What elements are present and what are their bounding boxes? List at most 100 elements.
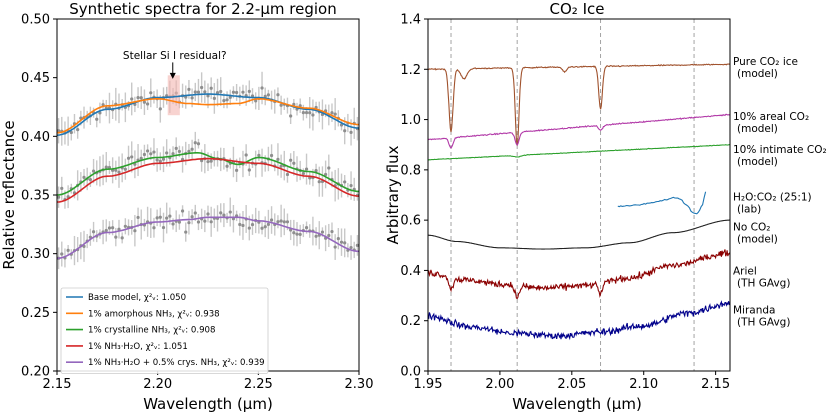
data-point [69, 130, 73, 135]
left-x-tick-label: 2.15 [43, 377, 72, 392]
data-point [56, 195, 61, 199]
left-y-axis-label: Relative reflectance [0, 120, 18, 269]
left-x-tick-label: 2.20 [143, 377, 172, 392]
data-point [158, 159, 162, 163]
series-label-4-line-1: (model) [737, 234, 778, 246]
data-point [123, 167, 127, 171]
data-point [247, 168, 251, 172]
data-point [219, 211, 223, 215]
data-point [292, 102, 296, 106]
right-y-axis-label: Arbitrary flux [384, 145, 402, 244]
data-point [292, 231, 296, 235]
data-point [339, 240, 344, 244]
right-chart-panel: CO₂ Ice 1.95 2.00 2.05 2.10 2.15 0.0 0.2 0.4 0.6… [384, 0, 827, 413]
data-point [165, 151, 169, 155]
data-point [219, 89, 223, 94]
data-point [301, 171, 305, 176]
data-point [190, 147, 194, 151]
data-point [130, 155, 134, 159]
data-point [266, 93, 270, 97]
data-point [231, 90, 236, 94]
data-point [171, 152, 175, 156]
data-point [260, 226, 264, 230]
series-label-1-line-0: 10% areal CO₂ [733, 111, 809, 123]
data-point [158, 107, 162, 111]
right-y-tick-label: 0.6 [400, 214, 421, 229]
spectrum-line-6 [427, 300, 731, 341]
data-point [279, 219, 283, 223]
data-point [308, 111, 312, 115]
data-point [98, 111, 102, 115]
data-point [276, 93, 280, 97]
data-point [165, 216, 169, 220]
data-point [177, 220, 181, 224]
right-y-tick-label: 1.0 [400, 113, 421, 128]
series-label-2-line-1: (model) [737, 156, 778, 168]
data-point [244, 153, 248, 157]
right-x-tick-label: 2.15 [701, 377, 730, 392]
data-point [142, 152, 147, 157]
data-point [180, 209, 185, 213]
data-point [279, 103, 283, 107]
spectrum-line-3 [617, 191, 707, 215]
data-point [292, 161, 296, 165]
right-y-tick-label: 0.8 [400, 163, 421, 178]
data-point [289, 158, 293, 162]
left-y-tick-label: 0.35 [21, 189, 50, 204]
legend-label-2: 1% crystalline NH₃, χ²ᵥ: 0.908 [88, 326, 215, 336]
data-point [82, 175, 86, 179]
data-point [241, 90, 245, 94]
data-point [333, 245, 337, 249]
right-axis-ticks: 1.95 2.00 2.05 2.10 2.15 0.0 0.2 0.4 0.6 0.8 1.0 1.… [400, 13, 730, 393]
spectrum-line-2 [427, 144, 731, 161]
data-point [317, 180, 321, 184]
series-label-3-line-0: H₂O:CO₂ (25:1) [733, 192, 812, 204]
data-point [104, 165, 108, 169]
data-point [123, 224, 127, 228]
data-point [120, 236, 124, 240]
data-point [314, 169, 318, 173]
data-point [311, 113, 315, 117]
series-label-3-line-1: (lab) [737, 204, 761, 216]
data-point [343, 180, 347, 184]
data-point [209, 159, 213, 163]
data-point [209, 86, 213, 90]
data-point [193, 211, 197, 215]
right-spectra-lines [427, 63, 731, 341]
spectrum-line-4 [428, 219, 730, 250]
data-point [155, 158, 159, 162]
data-point [215, 90, 220, 95]
data-point [235, 168, 239, 172]
data-point [114, 168, 118, 172]
series-label-5-line-1: (TH GAvg) [737, 278, 790, 290]
data-point [177, 149, 181, 154]
series-label-2-line-0: 10% intimate CO₂ [733, 144, 827, 156]
left-legend: Base model, χ²ᵥ: 1.050 1% amorphous NH₃, … [60, 287, 269, 374]
data-point [238, 222, 242, 227]
right-plot-frame [427, 18, 731, 372]
data-point [222, 99, 226, 103]
data-point [349, 245, 353, 250]
data-point [193, 90, 197, 94]
data-point [206, 160, 210, 164]
data-point [184, 230, 188, 234]
data-point [343, 241, 347, 245]
left-annotation: Stellar Si I residual? [123, 50, 227, 116]
right-y-tick-label: 0.2 [400, 314, 421, 329]
right-y-tick-label: 1.2 [400, 63, 421, 78]
data-point [225, 164, 229, 168]
spectrum-line-1 [427, 113, 731, 149]
data-point [206, 212, 210, 216]
left-x-axis-label: Wavelength (μm) [143, 395, 273, 413]
data-point [355, 243, 360, 247]
data-point [136, 215, 140, 220]
data-point [266, 222, 270, 226]
left-y-tick-label: 0.50 [21, 13, 50, 28]
series-label-1-line-1: (model) [737, 123, 778, 135]
data-point [301, 111, 305, 115]
data-point [190, 215, 194, 219]
data-point [95, 117, 99, 121]
data-point [168, 214, 172, 218]
data-point [276, 220, 280, 224]
data-point [212, 96, 216, 101]
